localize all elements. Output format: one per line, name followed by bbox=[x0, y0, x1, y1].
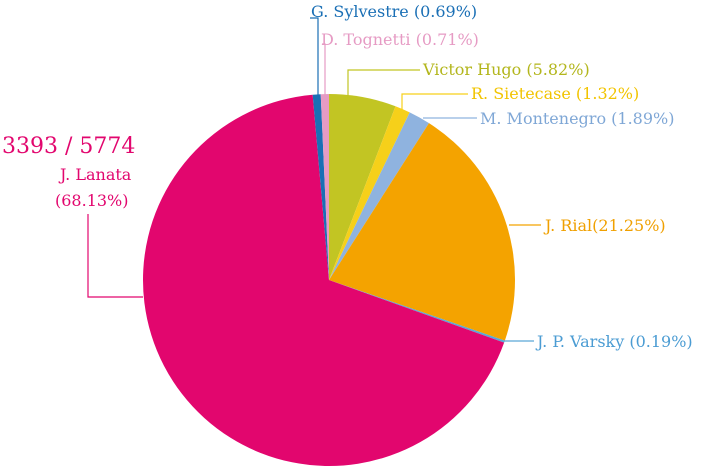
pie-slices bbox=[142, 94, 516, 467]
label-victor-hugo: Victor Hugo (5.82%) bbox=[422, 60, 590, 79]
pie-slice-g-sylvestre bbox=[312, 94, 329, 280]
label-d-tognetti: D. Tognetti (0.71%) bbox=[321, 30, 479, 49]
label-g-sylvestre: G. Sylvestre (0.69%) bbox=[311, 2, 477, 21]
pie-slice-victor-hugo bbox=[329, 94, 396, 280]
pie-slice-r-sietecase bbox=[329, 106, 410, 280]
label-r-sietecase: R. Sietecase (1.32%) bbox=[471, 84, 639, 103]
pie-slice-j-p-varsky bbox=[329, 280, 505, 343]
pie-slice-d-tognetti bbox=[320, 94, 329, 280]
pie-slice-j-rial bbox=[329, 123, 516, 341]
highlight-value: 3393 / 5774 bbox=[2, 134, 135, 159]
label-j-rial: J. Rial(21.25%) bbox=[543, 216, 666, 235]
pie-slice-j-lanata bbox=[142, 94, 505, 467]
leader-victor-hugo bbox=[347, 69, 420, 98]
pie-slice-m-montenegro bbox=[329, 112, 429, 280]
leader-lines bbox=[87, 17, 541, 342]
leader-j-lanata bbox=[87, 214, 143, 298]
label-j-p-varsky: J. P. Varsky (0.19%) bbox=[535, 332, 693, 351]
leader-r-sietecase bbox=[401, 93, 468, 110]
label-j-lanata: J. Lanata bbox=[58, 165, 132, 184]
leader-g-sylvestre bbox=[310, 17, 319, 96]
label-m-montenegro: M. Montenegro (1.89%) bbox=[480, 109, 674, 128]
label-j-lanata-pct: (68.13%) bbox=[55, 191, 129, 210]
leader-d-tognetti bbox=[322, 43, 326, 96]
